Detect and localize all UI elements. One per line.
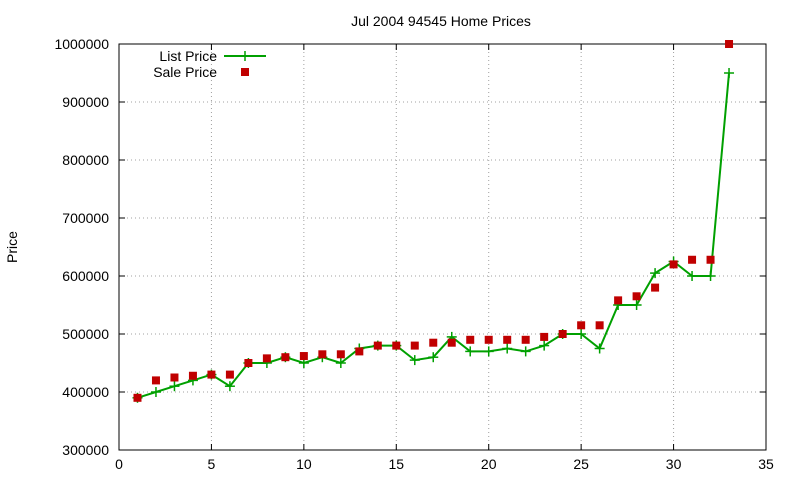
sale-price-point-11 [336, 350, 345, 359]
y-axis-label: Price [4, 231, 20, 263]
data-series [132, 40, 735, 403]
sale-price-point-28 [651, 283, 660, 292]
x-tick-label-3: 15 [388, 456, 404, 472]
y-tick-label-5: 800000 [62, 152, 109, 168]
axes [118, 43, 767, 451]
list-price-point-2 [169, 381, 180, 392]
list-price-point-31 [705, 271, 716, 281]
x-tick-label-1: 5 [208, 456, 216, 472]
sale-price-point-1 [151, 376, 160, 385]
list-price-point-24 [576, 329, 587, 339]
chart-title: Jul 2004 94545 Home Prices [351, 13, 531, 29]
series-0 [132, 68, 735, 403]
sale-price-point-6 [244, 359, 253, 367]
sale-price-point-32 [725, 40, 734, 48]
list-price-point-32 [724, 68, 735, 78]
y-tick-label-7: 1000000 [54, 36, 109, 52]
list-price-point-11 [335, 358, 346, 368]
list-price-point-15 [409, 355, 420, 366]
list-price-point-19 [483, 346, 494, 357]
x-tick-label-7: 35 [758, 456, 774, 472]
sale-price-point-10 [318, 350, 327, 359]
sale-price-point-24 [577, 321, 586, 330]
y-tick-label-2: 500000 [62, 326, 109, 342]
y-tick-label-6: 900000 [62, 94, 109, 110]
sale-price-point-14 [392, 341, 401, 350]
sale-price-point-19 [484, 335, 493, 344]
sale-price-point-29 [669, 260, 678, 269]
tick-labels: 0 5 10 15 20 25 30 35 300000 400000 500000 600000 70… [54, 36, 774, 472]
sale-price-point-17 [447, 338, 456, 347]
list-price-point-18 [465, 346, 476, 357]
x-tick-label-0: 0 [115, 456, 123, 472]
sale-price-point-20 [503, 335, 512, 344]
legend-swatch-marker-list-price [240, 51, 250, 61]
sale-price-point-26 [614, 296, 623, 305]
sale-price-point-5 [225, 370, 234, 379]
sale-price-point-23 [558, 330, 567, 338]
list-price-point-1 [150, 387, 161, 397]
legend-label-list-price: List Price [159, 48, 217, 64]
x-tick-label-6: 30 [666, 456, 682, 472]
x-tick-label-5: 25 [573, 456, 589, 472]
list-price-line [137, 72, 731, 399]
y-tick-label-4: 700000 [62, 210, 109, 226]
y-tick-label-1: 400000 [62, 384, 109, 400]
x-tick-label-2: 10 [296, 456, 312, 472]
legend-swatch-marker-sale-price [241, 68, 249, 76]
sale-price-point-3 [188, 371, 197, 380]
sale-price-point-21 [521, 335, 530, 344]
sale-price-point-8 [281, 353, 290, 362]
list-price-point-30 [687, 271, 698, 281]
list-price-point-25 [594, 343, 605, 354]
y-tick-label-0: 300000 [62, 442, 109, 458]
list-price-point-21 [520, 346, 531, 357]
sale-price-point-0 [133, 393, 142, 402]
list-price-point-5 [224, 381, 235, 392]
plot-border [118, 43, 767, 451]
sale-price-point-4 [207, 370, 216, 379]
sale-price-point-2 [170, 373, 179, 382]
sale-price-point-22 [540, 332, 549, 341]
sale-price-point-15 [410, 341, 419, 350]
legend-label-sale-price: Sale Price [153, 64, 217, 80]
y-tick-label-3: 600000 [62, 268, 109, 284]
sale-price-point-13 [373, 341, 382, 350]
list-price-point-28 [650, 268, 661, 279]
list-price-point-27 [631, 300, 642, 310]
list-price-point-22 [539, 340, 550, 351]
sale-price-point-9 [299, 352, 308, 361]
sale-price-point-18 [466, 335, 475, 344]
sale-price-point-7 [262, 354, 271, 363]
sale-price-point-31 [706, 255, 715, 264]
series-1 [133, 40, 734, 402]
sale-price-point-16 [429, 338, 438, 347]
sale-price-point-25 [595, 321, 604, 330]
sale-price-point-30 [688, 255, 697, 264]
sale-price-point-27 [632, 292, 641, 301]
x-tick-label-4: 20 [481, 456, 497, 472]
list-price-point-20 [502, 343, 513, 354]
list-price-point-16 [428, 352, 439, 363]
sale-price-point-12 [355, 347, 364, 356]
grid-lines [119, 44, 766, 450]
